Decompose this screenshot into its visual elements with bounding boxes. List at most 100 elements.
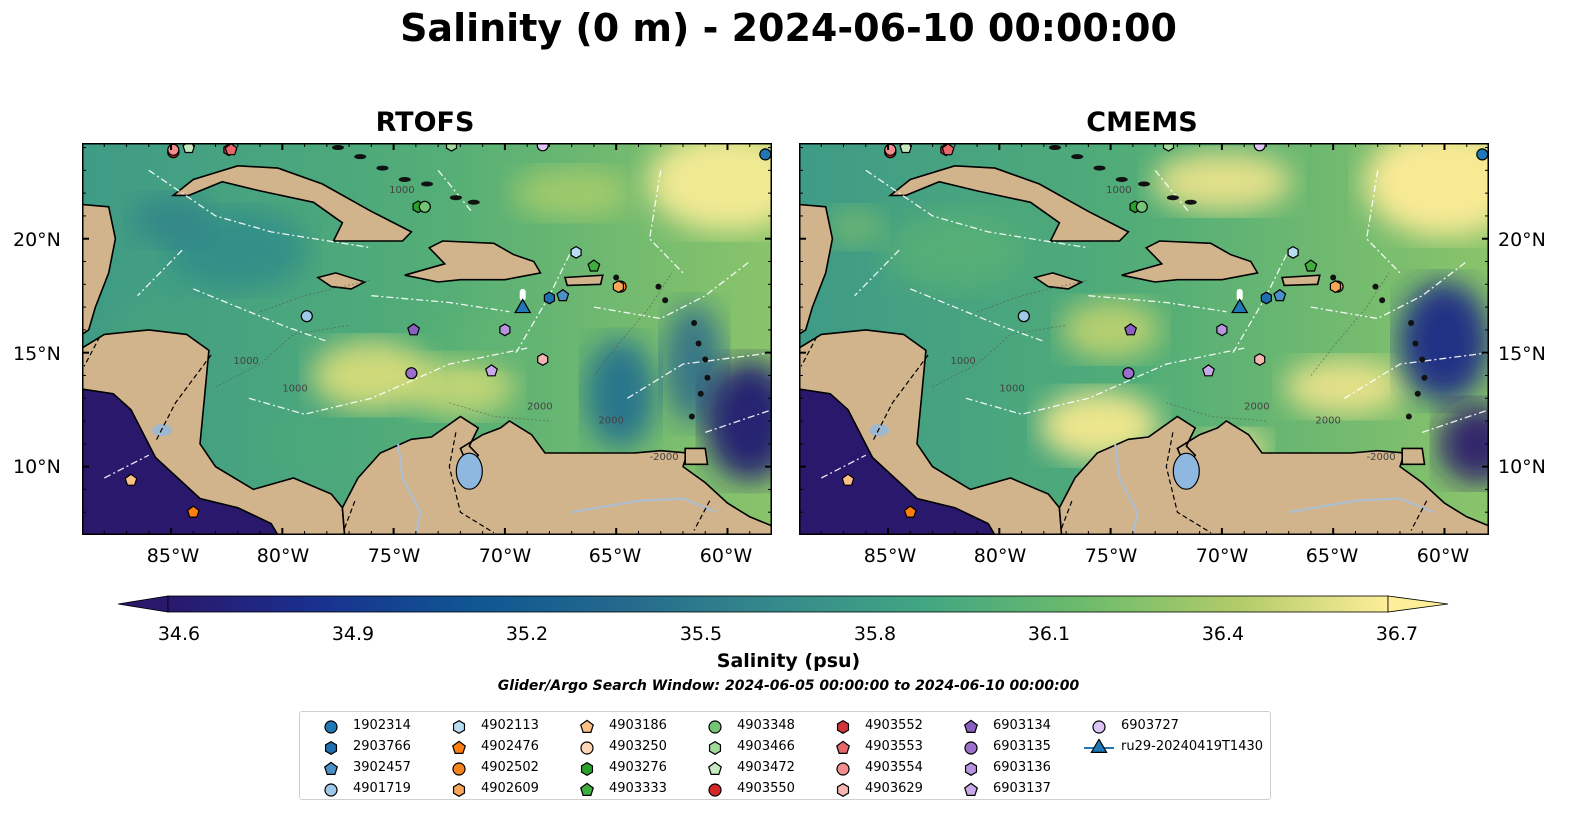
legend-item: 4902502	[436, 758, 576, 779]
float-marker-4903186[interactable]	[124, 473, 138, 486]
float-marker-4903333[interactable]	[1304, 259, 1318, 272]
legend-marker-circle	[580, 741, 594, 755]
lon-tick-80w: 80°W	[256, 545, 310, 567]
depth-contour-label: 2000	[1244, 402, 1269, 413]
float-marker-3902457[interactable]	[1273, 288, 1287, 302]
legend-marker-pentagon	[452, 740, 466, 754]
legend-label: 1902314	[353, 718, 411, 733]
legend-label: 6903135	[993, 739, 1051, 754]
legend-marker-hexagon	[580, 762, 594, 776]
land-cuba	[171, 164, 413, 242]
float-marker-ru29-20240419T1430[interactable]	[1231, 298, 1249, 314]
lon-tick-65w: 65°W	[1305, 545, 1359, 567]
float-marker-4902476[interactable]	[903, 505, 917, 518]
float-legend: 1902314 2903766 3902457 4901719 4902113 49024…	[299, 711, 1271, 800]
land-southAmerica	[1058, 415, 1489, 535]
legend-marker-circle	[452, 762, 466, 776]
float-marker-4903553[interactable]	[941, 143, 955, 156]
float-marker-1902314[interactable]	[1476, 148, 1489, 161]
float-marker-6903134[interactable]	[407, 323, 421, 336]
lon-tick-85w: 85°W	[146, 545, 200, 567]
lat-tick-20n-left: 20°N	[13, 229, 61, 251]
float-marker-6903134[interactable]	[1124, 323, 1138, 336]
float-marker-6903727[interactable]	[536, 143, 549, 152]
legend-item: 4903186	[564, 716, 704, 737]
depth-contour-label: 1000	[1106, 185, 1131, 196]
legend-marker-pentagon	[580, 782, 594, 796]
float-marker-3902457[interactable]	[556, 288, 570, 302]
figure-title: Salinity (0 m) - 2024-06-10 00:00:00	[400, 6, 1177, 50]
float-marker-4903348[interactable]	[418, 200, 431, 213]
float-marker-2903766[interactable]	[543, 291, 555, 305]
float-marker-ru29-20240419T1430[interactable]	[514, 298, 532, 314]
legend-item: 4903466	[692, 737, 832, 758]
legend-label: 4903472	[737, 760, 795, 775]
float-marker-4901719[interactable]	[300, 310, 313, 323]
float-marker-6903135[interactable]	[405, 367, 418, 380]
map-panel-cmems[interactable]: 1000 1000 2000 2000 -2000 1000	[799, 143, 1489, 535]
colorbar-tick: 36.7	[1375, 623, 1419, 645]
land-centralAmerica	[82, 329, 346, 535]
float-marker-4902476[interactable]	[186, 505, 200, 518]
float-marker-4903629[interactable]	[537, 353, 549, 366]
legend-label: 2903766	[353, 739, 411, 754]
float-marker-4903333[interactable]	[587, 259, 601, 272]
lon-tick-70w: 70°W	[478, 545, 532, 567]
colorbar-tick: 35.5	[679, 623, 723, 645]
legend-marker-hexagon	[836, 783, 850, 797]
legend-label: 4903553	[865, 739, 923, 754]
float-marker-4903186[interactable]	[841, 473, 855, 486]
legend-item: 6903136	[948, 758, 1088, 779]
float-marker-4903554[interactable]	[167, 143, 180, 156]
colorbar-tick: 36.1	[1027, 623, 1071, 645]
float-marker-4903466[interactable]	[445, 143, 458, 152]
float-marker-4902113[interactable]	[1287, 245, 1299, 259]
map-panel-rtofs[interactable]: 1000 1000 2000 2000 -2000 1000	[82, 143, 772, 535]
colorbar-tick: 34.6	[157, 623, 201, 645]
land-jamaica	[1032, 272, 1084, 290]
lon-tick-75w: 75°W	[367, 545, 421, 567]
land-cuba	[888, 164, 1130, 242]
legend-item: 6903727	[1076, 716, 1216, 737]
float-marker-4903629[interactable]	[1254, 353, 1266, 366]
float-marker-4901719[interactable]	[1017, 310, 1030, 323]
float-marker-6903135[interactable]	[1122, 367, 1135, 380]
depth-contour-label: 1000	[282, 383, 307, 394]
legend-label: 4902502	[481, 760, 539, 775]
colorbar-low-extend	[117, 595, 169, 613]
float-marker-4902609[interactable]	[612, 280, 625, 294]
depth-contour-label: 1000	[950, 356, 975, 367]
float-marker-4902113[interactable]	[570, 245, 582, 259]
land-northAmerica	[799, 143, 834, 336]
legend-item: ru29-20240419T1430	[1076, 737, 1263, 758]
legend-label: 4902476	[481, 739, 539, 754]
lat-tick-10n-right: 10°N	[1498, 456, 1546, 478]
float-marker-6903727[interactable]	[1253, 143, 1266, 152]
lat-tick-15n-right: 15°N	[1498, 343, 1546, 365]
legend-label: ru29-20240419T1430	[1121, 739, 1264, 754]
float-marker-4902609[interactable]	[1329, 280, 1342, 294]
legend-marker-hexagon	[324, 741, 338, 755]
legend-marker-pentagon	[580, 719, 594, 733]
legend-label: 4903466	[737, 739, 795, 754]
legend-label: 4903552	[865, 718, 923, 733]
depth-contour-label: -2000	[650, 452, 679, 463]
float-marker-6903137[interactable]	[485, 364, 498, 377]
float-marker-4903348[interactable]	[1135, 200, 1148, 213]
depth-contour-label: 2000	[598, 415, 623, 426]
legend-marker-pentagon	[836, 740, 850, 754]
float-marker-1902314[interactable]	[759, 148, 772, 161]
lon-tick-60w: 60°W	[1416, 545, 1470, 567]
colorbar-tick: 35.8	[853, 623, 897, 645]
float-marker-4903553[interactable]	[224, 143, 238, 156]
legend-marker-circle	[324, 720, 338, 734]
float-marker-4903554[interactable]	[884, 143, 897, 156]
legend-item: 4902476	[436, 737, 576, 758]
legend-label: 6903134	[993, 718, 1051, 733]
float-marker-2903766[interactable]	[1260, 291, 1272, 305]
float-marker-6903136[interactable]	[499, 323, 511, 337]
lon-tick-85w: 85°W	[863, 545, 917, 567]
float-marker-4903466[interactable]	[1162, 143, 1175, 152]
float-marker-6903137[interactable]	[1202, 364, 1215, 377]
float-marker-6903136[interactable]	[1216, 323, 1228, 337]
